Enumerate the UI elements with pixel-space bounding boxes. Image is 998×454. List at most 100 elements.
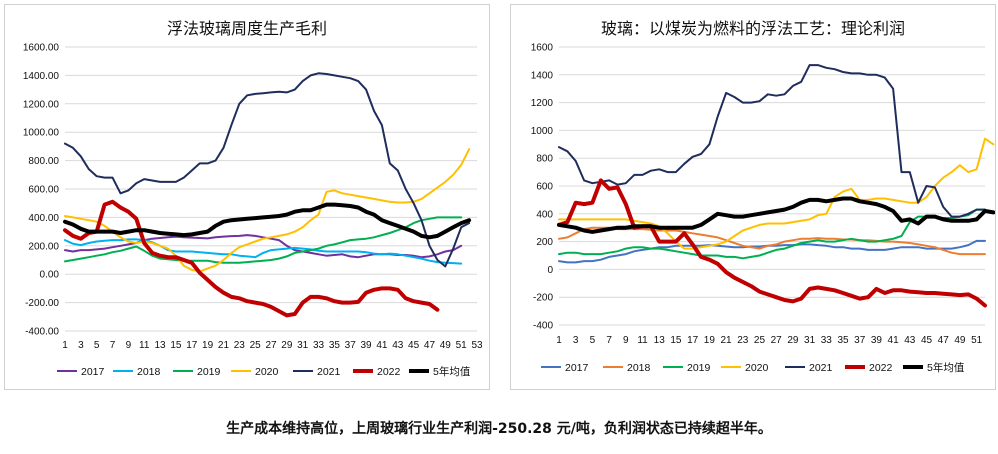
y-tick-label: 800.00 — [28, 156, 59, 167]
legend-label: 2021 — [809, 362, 833, 374]
series-line-2020 — [558, 137, 995, 250]
x-tick-label: 53 — [471, 340, 483, 351]
legend-label: 2018 — [137, 366, 161, 378]
x-tick-label: 39 — [361, 340, 373, 351]
x-tick-label: 41 — [888, 335, 900, 346]
chart-panel-coal-profit: 玻璃：以煤炭为燃料的浮法工艺：理论利润 -400 -200 0 200 400 600 80… — [510, 4, 996, 390]
caption-text: 生产成本维持高位，上周玻璃行业生产利润-250.28 元/吨，负利润状态已持续超… — [226, 421, 772, 437]
series-line-2022 — [63, 199, 440, 318]
y-tick-label: 600 — [536, 182, 553, 193]
y-tick-label: 1000 — [531, 126, 554, 137]
x-tick-label: 23 — [234, 340, 246, 351]
x-tick-label: 17 — [186, 340, 198, 351]
x-tick-label: 13 — [155, 340, 167, 351]
x-tick-label: 33 — [821, 335, 833, 346]
y-tick-label: 600.00 — [28, 185, 59, 196]
y-tick-label: -400.00 — [25, 327, 59, 338]
series-line-2021 — [558, 64, 986, 218]
x-tick-label: 1 — [62, 340, 68, 351]
y-tick-label: 1600 — [531, 43, 554, 54]
x-tick-label: 27 — [771, 335, 783, 346]
x-tick-label: 49 — [440, 340, 452, 351]
y-tick-label: -200 — [533, 293, 553, 304]
x-tick-label: 47 — [938, 335, 950, 346]
x-tick-label: 51 — [971, 335, 983, 346]
x-tick-label: 3 — [78, 340, 84, 351]
y-tick-label: 1200 — [531, 98, 554, 109]
series-line-5年均值 — [63, 202, 472, 240]
series-line-2018 — [558, 226, 986, 256]
x-tick-label: 9 — [126, 340, 132, 351]
x-tick-label: 11 — [139, 340, 150, 351]
x-tick-label: 25 — [250, 340, 262, 351]
series-line-2019 — [558, 208, 986, 260]
y-tick-label: 200.00 — [28, 241, 59, 252]
y-tick-label: 1600.00 — [23, 43, 60, 54]
series-line-5年均值 — [557, 196, 995, 234]
x-tick-label: 51 — [456, 340, 468, 351]
x-tick-label: 25 — [754, 335, 766, 346]
x-tick-label: 23 — [737, 335, 749, 346]
x-tick-label: 3 — [573, 335, 579, 346]
legend-label: 2021 — [317, 366, 341, 378]
x-tick-label: 27 — [265, 340, 277, 351]
x-tick-label: 45 — [921, 335, 933, 346]
y-tick-label: 0 — [547, 265, 553, 276]
x-tick-label: 1 — [556, 335, 562, 346]
legend-label: 2022 — [869, 362, 893, 374]
legend-label: 2017 — [81, 366, 105, 378]
x-tick-label: 5 — [590, 335, 596, 346]
series-line-2019 — [64, 216, 463, 264]
x-tick-label: 15 — [670, 335, 682, 346]
y-tick-label: 1000.00 — [23, 128, 60, 139]
y-tick-label: 400 — [536, 209, 553, 220]
x-tick-label: 21 — [720, 335, 732, 346]
x-tick-label: 29 — [787, 335, 799, 346]
y-tick-label: 1200.00 — [23, 99, 60, 110]
legend-label: 5年均值 — [927, 361, 965, 374]
x-tick-label: 5 — [94, 340, 100, 351]
x-tick-label: 33 — [313, 340, 325, 351]
x-tick-label: 47 — [424, 340, 436, 351]
x-tick-label: 15 — [170, 340, 182, 351]
x-tick-label: 31 — [804, 335, 816, 346]
y-tick-label: -400 — [533, 321, 553, 332]
y-tick-label: -200.00 — [25, 298, 59, 309]
x-tick-label: 13 — [654, 335, 666, 346]
legend-label: 2020 — [255, 366, 279, 378]
legend-label: 2019 — [197, 366, 221, 378]
series-line-2020 — [64, 148, 471, 273]
x-tick-label: 37 — [345, 340, 357, 351]
x-tick-label: 11 — [637, 335, 648, 346]
legend-label: 2019 — [687, 362, 711, 374]
x-tick-label: 21 — [218, 340, 230, 351]
x-tick-label: 37 — [854, 335, 866, 346]
legend-label: 2020 — [745, 362, 769, 374]
y-tick-label: 0.00 — [40, 270, 60, 281]
series-line-2022 — [557, 178, 987, 308]
y-tick-label: 400.00 — [28, 213, 59, 224]
chart-title: 浮法玻璃周度生产毛利 — [166, 19, 327, 38]
chart-plot: -400.00 -200.00 0.00 200.00 400.00 600.00 800.… — [23, 43, 483, 379]
x-tick-label: 7 — [606, 335, 612, 346]
x-tick-label: 17 — [687, 335, 699, 346]
x-tick-label: 43 — [392, 340, 404, 351]
legend-label: 2022 — [377, 366, 401, 378]
x-tick-label: 29 — [281, 340, 293, 351]
x-tick-label: 35 — [329, 340, 341, 351]
x-tick-label: 19 — [704, 335, 716, 346]
legend-label: 2017 — [565, 362, 589, 374]
chart-panel-gross-margin: 浮法玻璃周度生产毛利 -400.00 -200.00 0.00 200.00 400.0… — [4, 4, 490, 390]
x-tick-label: 9 — [623, 335, 629, 346]
x-tick-label: 45 — [408, 340, 420, 351]
x-tick-label: 43 — [904, 335, 916, 346]
y-tick-label: 800 — [536, 154, 553, 165]
y-tick-label: 1400.00 — [23, 71, 60, 82]
series-line-2021 — [64, 72, 471, 268]
x-tick-label: 35 — [837, 335, 849, 346]
x-tick-label: 31 — [297, 340, 309, 351]
x-tick-label: 41 — [376, 340, 388, 351]
x-tick-label: 49 — [954, 335, 966, 346]
chart-title: 玻璃：以煤炭为燃料的浮法工艺：理论利润 — [600, 19, 905, 38]
